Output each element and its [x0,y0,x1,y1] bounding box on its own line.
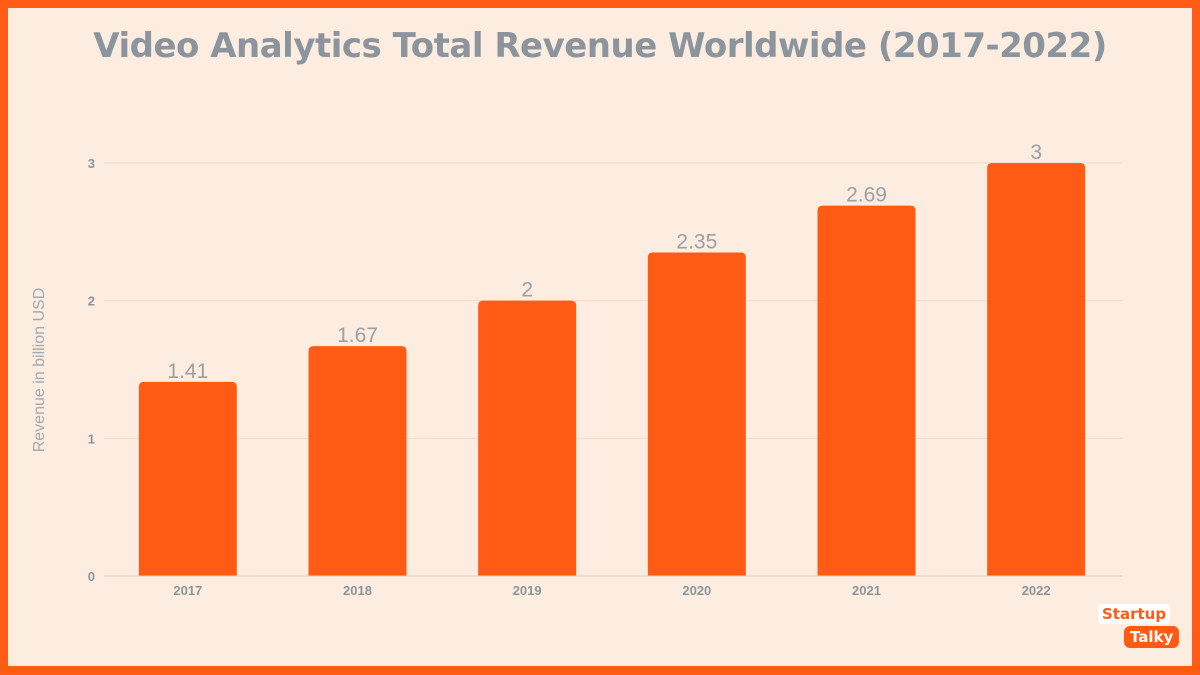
data-label: 2.35 [676,230,717,253]
y-axis-label: Revenue in billion USD [31,288,48,453]
bar-2020 [647,252,746,576]
chart-title: Video Analytics Total Revenue Worldwide … [93,26,1107,66]
x-tick-label: 2020 [682,583,711,598]
y-tick-label: 2 [88,294,95,309]
x-tick-label: 2019 [513,583,542,598]
x-tick-label: 2017 [173,583,202,598]
startuptalky-logo: Startup Talky [1098,604,1182,660]
bar-2021 [817,205,916,576]
y-tick-label: 1 [88,431,95,446]
x-tick-label: 2022 [1022,583,1051,598]
logo-line1: Startup [1098,604,1171,624]
y-tick-label: 0 [88,569,95,584]
bar-2017 [138,381,237,576]
logo-line2: Talky [1124,626,1180,648]
x-tick-label: 2018 [343,583,372,598]
bar-2018 [308,346,407,576]
y-tick-label: 3 [88,156,95,171]
x-tick-label: 2021 [852,583,881,598]
data-label: 1.67 [337,324,378,347]
data-label: 2 [521,279,533,302]
data-label: 1.41 [167,360,208,383]
data-label: 2.69 [846,184,887,207]
data-label: 3 [1030,141,1042,164]
bar-2022 [987,163,1086,576]
bar-2019 [478,300,577,576]
